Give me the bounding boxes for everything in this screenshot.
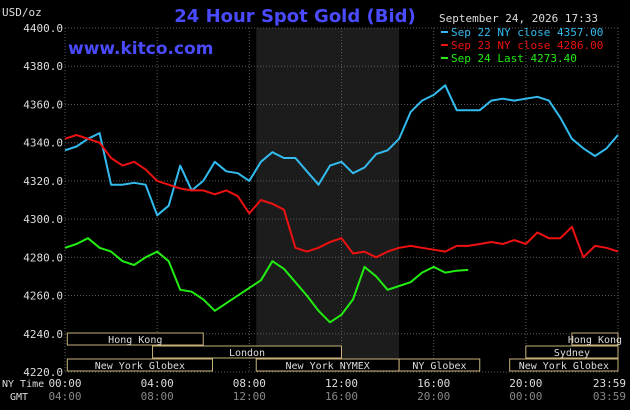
series-line (64, 84, 619, 217)
price-series (64, 84, 619, 324)
x-tick-label-ny: 12:00 (325, 377, 358, 390)
nymex-session-shading (256, 28, 400, 372)
x-tick-label-gmt: 20:00 (417, 390, 450, 403)
website-link[interactable]: www.kitco.com (68, 39, 213, 59)
ny-time-row-label: NY Time (2, 379, 44, 390)
gmt-row-label: GMT (10, 392, 28, 403)
series-line (64, 134, 619, 259)
x-tick-label-ny: 08:00 (233, 377, 266, 390)
legend-swatch (441, 57, 448, 59)
y-tick-label: 4320.0 (23, 175, 63, 188)
session-box (571, 332, 619, 346)
y-tick-label: 4220.0 (23, 366, 63, 379)
x-tick-label-ny: 16:00 (417, 377, 450, 390)
legend-item: Sep 22 NY close 4357.00 (451, 26, 603, 39)
y-tick-label: 4360.0 (23, 98, 63, 111)
x-tick-label-gmt: 04:00 (48, 390, 81, 403)
y-axis-labels: 4400.0 4380.0 4360.0 4340.0 4320.0 4300.0 4280… (23, 22, 63, 379)
session-label: London (229, 348, 265, 359)
session-box (525, 345, 619, 359)
series-line (64, 237, 469, 324)
session-label: New York Globex (519, 361, 609, 372)
x-tick-label-gmt: 08:00 (141, 390, 174, 403)
x-tick-label-gmt: 16:00 (325, 390, 358, 403)
session-label: Sydney (554, 348, 590, 359)
y-tick-label: 4280.0 (23, 251, 63, 264)
x-tick-label-gmt: 03:59 (593, 390, 626, 403)
session-box (398, 358, 481, 372)
y-tick-label: 4300.0 (23, 213, 63, 226)
session-box (509, 358, 619, 372)
session-label: Hong Kong (108, 335, 162, 346)
x-tick-label-ny: 20:00 (509, 377, 542, 390)
legend-swatch (441, 44, 448, 46)
x-tick-label-ny: 23:59 (593, 377, 626, 390)
chart-datetime: September 24, 2026 17:33 (439, 12, 598, 25)
y-tick-label: 4260.0 (23, 290, 63, 303)
session-label: New York NYMEX (286, 361, 370, 372)
units-label: USD/oz (2, 6, 42, 19)
session-label: New York Globex (95, 361, 185, 372)
legend-item: Sep 23 NY close 4286.00 (451, 39, 603, 52)
market-sessions: Hong Kong Hong Kong London Sydney New York G… (66, 332, 622, 372)
y-tick-label: 4380.0 (23, 60, 63, 73)
x-tick-label-gmt: 00:00 (509, 390, 542, 403)
session-label: NY Globex (412, 361, 466, 372)
y-tick-label: 4340.0 (23, 137, 63, 150)
session-box (152, 345, 342, 359)
y-tick-label: 4400.0 (23, 22, 63, 35)
x-tick-label-ny: 04:00 (141, 377, 174, 390)
session-label: Hong Kong (568, 335, 622, 346)
legend: Sep 22 NY close 4357.00 Sep 23 NY close … (441, 26, 603, 65)
chart-title: 24 Hour Spot Gold (Bid) (174, 6, 415, 27)
session-box (66, 358, 213, 372)
legend-item: Sep 24 Last 4273.40 (451, 52, 577, 65)
x-axis-labels: 00:00 04:00 08:00 12:00 16:00 20:00 23:5904:00… (48, 377, 626, 403)
legend-swatch (441, 31, 448, 33)
gridlines (64, 27, 619, 373)
x-tick-label-gmt: 12:00 (233, 390, 266, 403)
x-tick-label-ny: 00:00 (48, 377, 81, 390)
y-tick-label: 4240.0 (23, 328, 63, 341)
session-box (66, 332, 204, 346)
